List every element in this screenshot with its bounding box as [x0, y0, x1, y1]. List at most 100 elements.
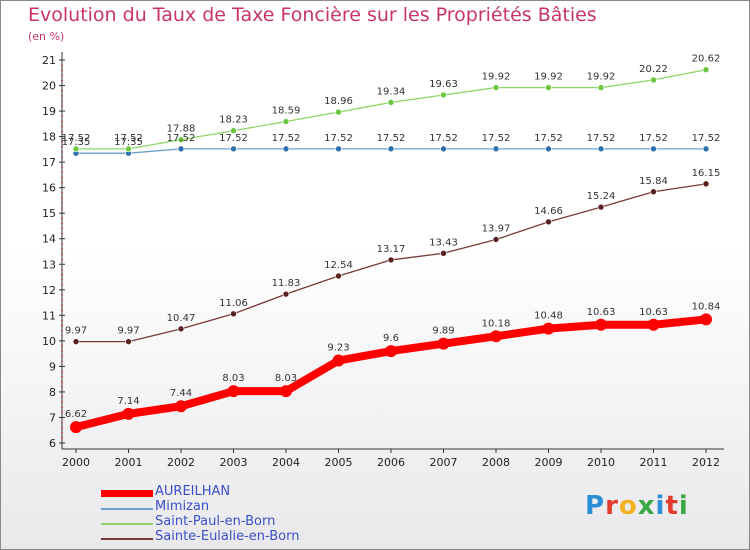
data-label-3: 9.97: [65, 326, 87, 337]
legend-item: AUREILHAN: [101, 484, 361, 502]
data-label-0: 8.03: [275, 373, 297, 384]
data-label-2: 18.96: [324, 96, 353, 107]
data-label-1: 17.52: [692, 133, 721, 144]
logo-letter: i: [655, 491, 666, 521]
data-label-3: 13.17: [377, 244, 406, 255]
series-marker-3: [545, 218, 552, 226]
logo-letter: x: [637, 491, 656, 521]
data-label-3: 12.54: [324, 260, 353, 271]
series-marker-2: [545, 84, 552, 91]
logo-letter: t: [665, 491, 679, 521]
series-marker-1: [440, 145, 447, 153]
x-tick-label: 2005: [325, 456, 353, 469]
legend-item: Saint-Paul-en-Born: [101, 514, 361, 532]
series-marker-3: [702, 180, 710, 188]
data-label-0: 9.23: [327, 343, 349, 354]
data-label-3: 11.83: [272, 278, 301, 289]
y-tick-label: 15: [42, 207, 56, 220]
series-marker-2: [440, 91, 447, 99]
data-label-0: 7.44: [170, 388, 192, 399]
x-tick-label: 2002: [167, 456, 195, 469]
data-label-2: 18.23: [219, 115, 248, 126]
series-marker-3: [230, 310, 237, 318]
data-label-2: 17.88: [167, 124, 196, 135]
logo-letter: i: [678, 491, 689, 521]
series-marker-1: [282, 145, 290, 153]
line-chart: 6 7 8 9 10 11 12 13 14 15 16 17 18 19 20 21 2000 2001 2002…: [42, 52, 724, 469]
logo-letter: r: [605, 491, 619, 521]
axes: 6 7 8 9 10 11 12 13 14 15 16 17 18 19 20 21 2000 2001 2002…: [42, 52, 724, 469]
data-label-1: 17.52: [219, 133, 248, 144]
x-tick-label: 2012: [692, 456, 720, 469]
data-label-1: 17.52: [639, 133, 668, 144]
y-tick-label: 9: [49, 360, 56, 373]
data-label-3: 15.24: [587, 191, 616, 202]
data-label-1: 17.52: [482, 133, 511, 144]
series-marker-2: [230, 127, 237, 135]
x-tick-label: 2003: [220, 456, 248, 469]
data-label-2: 19.34: [377, 86, 406, 97]
data-labels: 17.35 17.35 17.52 17.52 17.52 17.52 17.52 17.52…: [62, 54, 721, 420]
x-tick-label: 2006: [377, 456, 405, 469]
data-label-2: 19.92: [482, 72, 511, 83]
series-marker-3: [387, 256, 395, 264]
series-marker-1: [545, 145, 552, 153]
y-tick-label: 6: [49, 437, 56, 450]
series-marker-3: [282, 290, 290, 298]
data-label-0: 10.18: [482, 318, 511, 329]
series-marker-0: [385, 345, 397, 358]
y-tick-label: 13: [42, 258, 56, 271]
y-tick-label: 21: [42, 54, 56, 67]
logo-letter: o: [618, 491, 638, 521]
series-marker-0: [490, 330, 502, 343]
x-tick-label: 2010: [587, 456, 615, 469]
y-tick-label: 11: [42, 309, 56, 322]
x-tick-label: 2001: [115, 456, 143, 469]
series-marker-3: [72, 338, 80, 345]
data-label-1: 17.52: [377, 133, 406, 144]
data-label-3: 10.47: [167, 313, 196, 324]
data-label-3: 9.97: [117, 326, 139, 337]
legend-label: Saint-Paul-en-Born: [155, 514, 276, 529]
legend-swatch: [101, 538, 153, 540]
series-marker-2: [650, 76, 657, 84]
series-marker-0: [437, 337, 450, 350]
y-tick-label: 7: [49, 411, 56, 424]
data-label-2: 17.52: [114, 133, 143, 144]
x-tick-label: 2011: [640, 456, 668, 469]
series-marker-1: [177, 145, 185, 153]
y-tick-label: 19: [42, 105, 56, 118]
series-marker-0: [175, 400, 187, 413]
x-tick-label: 2008: [482, 456, 510, 469]
x-tick-label: 2004: [272, 456, 300, 469]
data-label-3: 13.43: [429, 237, 458, 248]
series-marker-2: [282, 118, 290, 125]
data-label-0: 10.63: [587, 307, 616, 318]
data-label-2: 18.59: [272, 106, 301, 117]
chart-title: Evolution du Taux de Taxe Foncière sur l…: [28, 4, 597, 26]
y-tick-label: 10: [42, 335, 56, 348]
series-marker-1: [492, 145, 500, 153]
y-tick-label: 8: [49, 386, 56, 399]
data-label-2: 20.62: [692, 54, 721, 65]
y-tick-label: 16: [42, 182, 56, 195]
series-marker-2: [125, 145, 132, 153]
series-marker-2: [335, 108, 342, 116]
series-marker-1: [387, 145, 395, 153]
series-marker-3: [492, 236, 500, 243]
series-marker-0: [595, 318, 607, 331]
data-label-3: 15.84: [639, 176, 668, 187]
proxiti-logo: Proxiti: [585, 491, 689, 521]
legend-label: AUREILHAN: [155, 484, 231, 499]
data-label-0: 8.03: [222, 373, 244, 384]
data-label-1: 17.52: [167, 133, 196, 144]
y-tick-label: 18: [42, 131, 56, 144]
y-tick-label: 12: [42, 284, 56, 297]
y-tick-label: 17: [42, 156, 56, 169]
series-marker-0: [227, 385, 240, 398]
series-marker-3: [177, 325, 185, 333]
series-marker-3: [335, 272, 342, 280]
series-marker-0: [332, 354, 345, 367]
data-label-0: 6.62: [65, 409, 87, 420]
series-marker-2: [72, 145, 80, 153]
